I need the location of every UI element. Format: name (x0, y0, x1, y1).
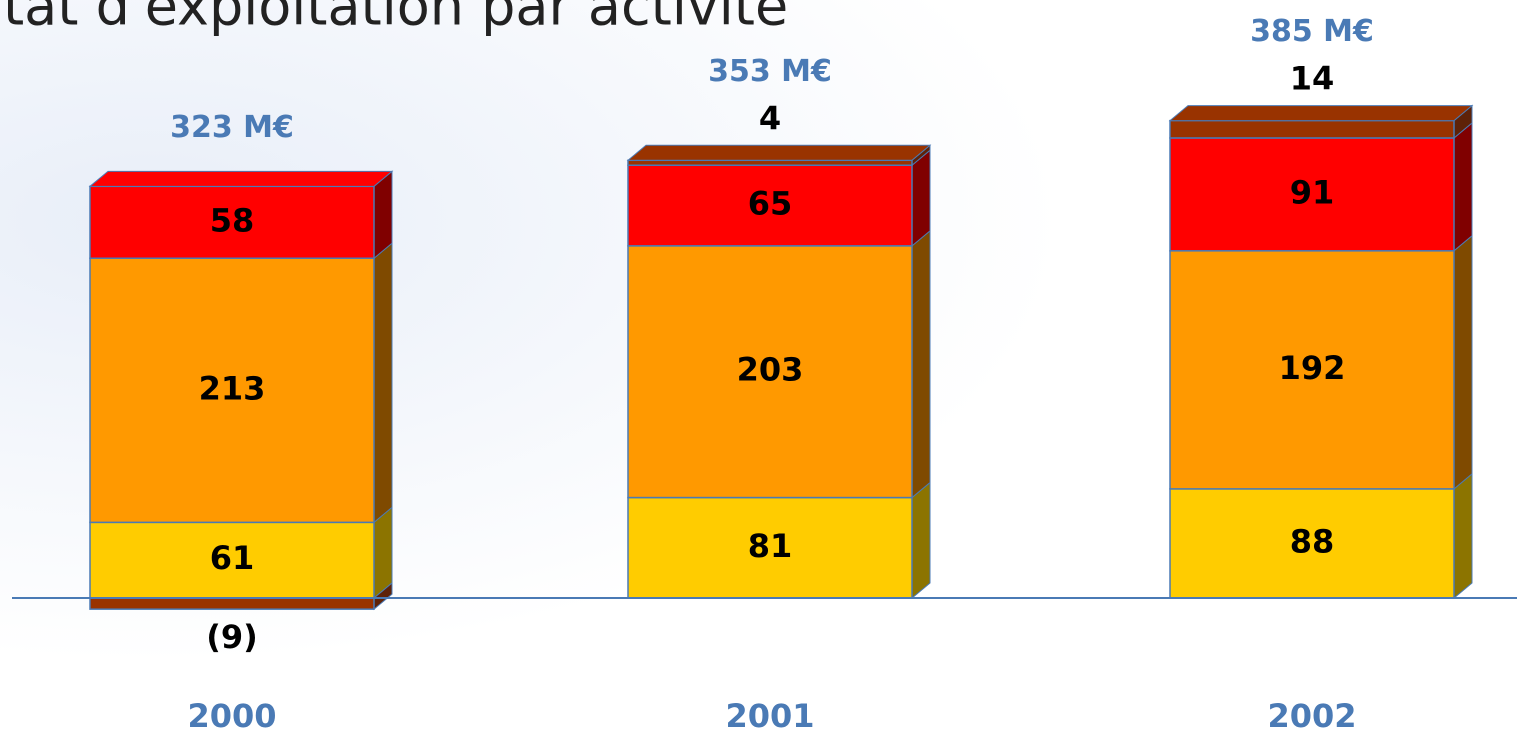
bar-segment (627, 159, 913, 166)
bar-top (1168, 105, 1474, 122)
bar-segment (89, 185, 375, 259)
data-label: 58 (210, 201, 255, 239)
data-label: 88 (1290, 522, 1335, 560)
data-label: 81 (748, 527, 793, 565)
data-label: 61 (210, 539, 255, 577)
total-label: 353 M€ (708, 54, 832, 89)
data-label: 4 (759, 99, 781, 137)
bar-segment (1169, 250, 1455, 490)
data-label: (9) (206, 618, 258, 656)
data-label: 213 (199, 369, 266, 407)
data-label: 14 (1290, 60, 1335, 98)
bar-segment (1169, 119, 1455, 139)
bar-side (911, 149, 931, 247)
x-tick-label: 2000 (187, 697, 276, 735)
total-label: 323 M€ (170, 110, 294, 145)
data-label: 192 (1279, 349, 1346, 387)
bar-side (373, 506, 393, 600)
bar-segment (89, 521, 375, 599)
bar-top (88, 170, 394, 187)
bar-segment (1169, 137, 1455, 252)
bar-segment (89, 597, 375, 610)
bar-side (1453, 121, 1473, 252)
total-label: 385 M€ (1250, 14, 1374, 49)
data-label: 65 (748, 185, 793, 223)
bar-side (911, 481, 931, 600)
bar-side (1453, 472, 1473, 600)
data-label: 91 (1290, 173, 1335, 211)
x-tick-label: 2001 (725, 697, 814, 735)
x-tick-label: 2002 (1267, 697, 1356, 735)
bar-side (911, 229, 931, 499)
bar-top (626, 144, 932, 161)
bar-side (373, 242, 393, 524)
bar-side (1453, 234, 1473, 490)
data-label: 203 (737, 351, 804, 389)
chart-title: ltat d'exploitation par activité (0, 0, 788, 38)
bar-segment (1169, 488, 1455, 599)
bar-segment (627, 164, 913, 247)
